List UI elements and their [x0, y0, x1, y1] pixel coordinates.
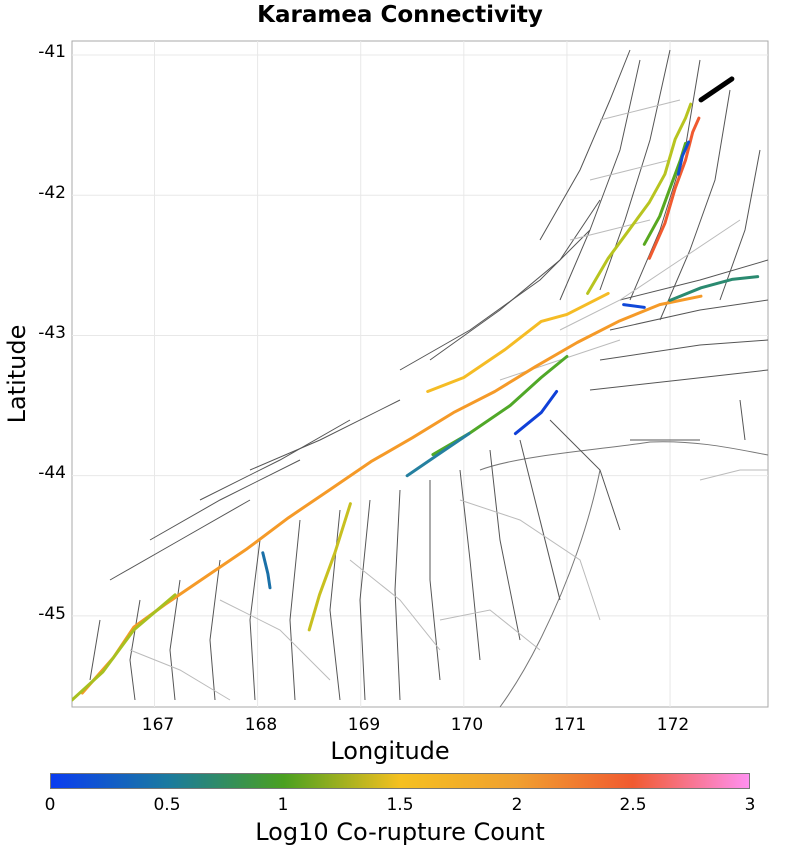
fault-trace-hope-blue: [676, 140, 691, 176]
x-tick-label: 172: [656, 715, 690, 735]
x-tick-label: 171: [553, 715, 587, 735]
fault-trace-karamea: [698, 76, 735, 103]
x-axis-label: Longitude: [330, 737, 450, 765]
y-tick-label: -42: [38, 183, 66, 203]
x-tick-label: 170: [450, 715, 484, 735]
y-tick-label: -45: [38, 604, 66, 624]
colorbar-label: Log10 Co-rupture Count: [255, 818, 545, 846]
fault-trace-hope: [668, 275, 760, 302]
colorbar-tick-label: 1: [277, 795, 289, 815]
x-tick-label: 168: [244, 715, 278, 735]
coastline: [499, 469, 601, 707]
background-faults: [89, 49, 768, 707]
fault-trace-clarence: [647, 116, 701, 260]
x-tick-label: 169: [347, 715, 381, 735]
y-axis-label: Latitude: [3, 324, 31, 424]
colored-faults: [72, 76, 760, 702]
y-tick-label: -41: [38, 42, 66, 62]
fault-trace-ohariu: [513, 390, 559, 436]
y-tick-label: -43: [38, 323, 66, 343]
x-tick-label: 167: [141, 715, 175, 735]
fault-trace-waimea: [405, 432, 471, 478]
chart-title: Karamea Connectivity: [257, 2, 543, 28]
fault-trace-kaikoura: [426, 291, 610, 393]
colorbar-tick-label: 2.5: [619, 795, 647, 815]
fault-trace-fiordland: [307, 502, 352, 632]
fault-trace-fowlers: [622, 303, 646, 309]
colorbar-tick-label: 0.5: [153, 795, 181, 815]
colorbar: [50, 773, 750, 789]
fault-trace-awatere: [586, 102, 693, 295]
colorbar-tick-label: 0: [44, 795, 56, 815]
plot-frame: [71, 40, 769, 708]
colorbar-tick-label: 3: [744, 795, 756, 815]
colorbar-tick-label: 1.5: [386, 795, 414, 815]
colorbar-tick-label: 2: [511, 795, 523, 815]
fault-trace-dun: [261, 551, 272, 590]
fault-trace-alpine-south: [72, 593, 177, 702]
coastline: [479, 441, 768, 471]
y-tick-label: -44: [38, 463, 66, 483]
